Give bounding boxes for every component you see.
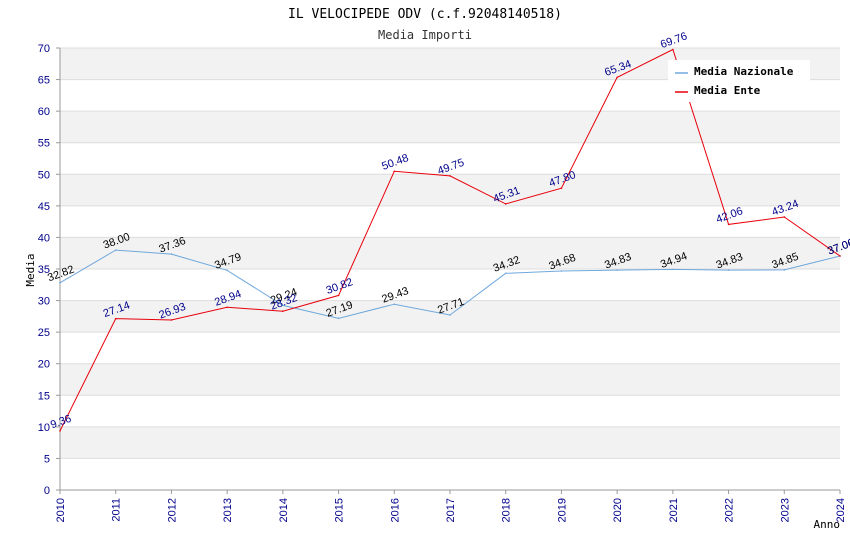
x-tick-label: 2010	[55, 498, 67, 522]
grid-band	[60, 426, 840, 459]
data-point	[560, 187, 563, 189]
data-label: 32.82	[46, 264, 76, 285]
data-point	[560, 270, 563, 272]
data-point	[727, 269, 730, 271]
y-tick-label: 45	[38, 201, 50, 213]
data-point	[282, 310, 284, 312]
x-tick-label: 2022	[724, 498, 736, 522]
grid-band	[60, 300, 840, 333]
y-tick-label: 55	[38, 138, 50, 150]
data-point	[114, 249, 117, 251]
data-point	[504, 272, 507, 275]
x-tick-label: 2017	[445, 498, 457, 522]
x-tick-label: 2021	[668, 498, 680, 522]
y-tick-label: 65	[38, 75, 50, 87]
x-tick-label: 2014	[278, 498, 290, 522]
x-tick-label: 2016	[389, 498, 401, 522]
x-tick-label: 2011	[111, 498, 123, 522]
y-tick-label: 15	[38, 390, 50, 402]
data-point	[393, 303, 396, 305]
data-point	[839, 255, 841, 257]
data-point	[449, 175, 451, 177]
data-point	[226, 269, 228, 272]
data-point	[114, 317, 117, 320]
data-point	[59, 430, 61, 432]
y-tick-label: 20	[38, 359, 50, 371]
data-point	[337, 317, 340, 320]
y-tick-label: 25	[38, 327, 50, 339]
y-tick-label: 10	[38, 422, 50, 434]
data-point	[393, 170, 396, 173]
y-tick-label: 30	[38, 296, 50, 308]
grid-bands	[60, 48, 840, 459]
data-point	[727, 223, 730, 226]
data-point	[282, 304, 284, 307]
data-point	[616, 269, 618, 271]
y-tick-label: 0	[44, 485, 50, 497]
legend: Media Nazionale Media Ente	[668, 60, 810, 102]
x-axis-ticks: 2010 2011 2012 2013 2014 2015 2016 2017 2018 2019…	[55, 490, 847, 522]
x-tick-label: 2020	[612, 498, 624, 522]
data-point	[226, 306, 228, 309]
x-axis-label: Anno	[814, 518, 841, 531]
chart-subtitle: Media Importi	[378, 28, 472, 42]
data-point	[672, 48, 674, 51]
y-axis-label: Media	[24, 253, 37, 286]
y-tick-label: 50	[38, 169, 50, 181]
y-tick-label: 5	[44, 453, 50, 465]
y-tick-label: 40	[38, 232, 50, 244]
chart-title: IL VELOCIPEDE ODV (c.f.92048140518)	[288, 7, 562, 22]
y-tick-label: 70	[38, 43, 50, 55]
data-point	[783, 216, 786, 218]
grid-band	[60, 363, 840, 396]
data-point	[783, 269, 786, 271]
legend-label-nazionale: Media Nazionale	[694, 65, 794, 78]
x-tick-label: 2018	[501, 498, 513, 522]
y-tick-label: 60	[38, 106, 50, 118]
data-point	[59, 281, 61, 284]
grid-band	[60, 174, 840, 206]
x-tick-label: 2023	[779, 498, 791, 522]
x-tick-label: 2024	[835, 498, 847, 522]
x-tick-label: 2013	[222, 498, 234, 522]
y-axis-ticks: 0 5 10 15 20 25 30 35 40 45 50 55 60 65 70	[38, 43, 60, 497]
series-group	[59, 48, 841, 432]
data-point	[504, 203, 507, 205]
data-point	[616, 76, 618, 79]
data-point	[170, 253, 173, 255]
grid-band	[60, 237, 840, 269]
grid-band	[60, 111, 840, 143]
x-tick-label: 2015	[334, 498, 346, 522]
data-point	[170, 319, 173, 321]
data-point	[337, 294, 340, 297]
legend-box	[668, 60, 810, 102]
x-tick-label: 2012	[166, 498, 178, 522]
x-tick-label: 2019	[556, 498, 568, 522]
data-label: 50.48	[380, 152, 410, 173]
legend-label-ente: Media Ente	[694, 84, 761, 97]
y-tick-label: 35	[38, 264, 50, 276]
data-point	[449, 314, 451, 316]
data-point	[672, 268, 674, 271]
